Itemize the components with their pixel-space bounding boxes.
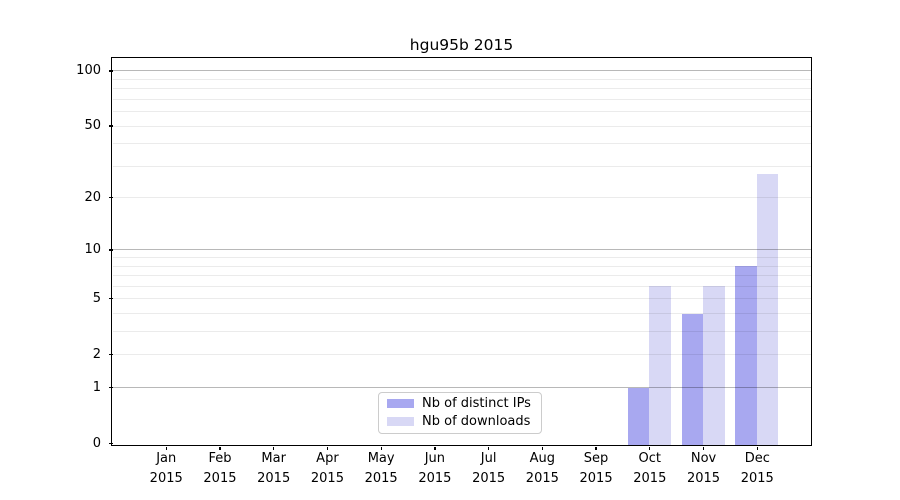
x-tick-year: 2015 (257, 471, 291, 486)
bar-downloads (756, 174, 779, 445)
minor-gridline (112, 257, 811, 259)
x-tick-month: Dec (744, 451, 770, 466)
x-tick-month: Jul (480, 451, 497, 466)
minor-gridline (112, 265, 811, 267)
y-tick-mark (109, 386, 113, 389)
minor-gridline (112, 331, 811, 333)
x-tick-year: 2015 (740, 471, 774, 486)
minor-gridline (112, 143, 811, 145)
bar-distinct-ips (627, 387, 650, 445)
x-tick-label: May 2015 (354, 449, 408, 489)
bar-downloads (649, 286, 671, 445)
y-tick-label: 5 (92, 290, 101, 306)
x-tick-month: Nov (690, 451, 717, 466)
legend-label-distinct-ips: Nb of distinct IPs (422, 396, 531, 411)
chart-title: hgu95b 2015 (409, 36, 514, 54)
x-tick-year: 2015 (633, 471, 667, 486)
minor-gridline (112, 285, 811, 287)
x-tick-month: Mar (261, 451, 286, 466)
x-tick-month: Jun (424, 451, 446, 466)
x-tick-label: Jul 2015 (462, 449, 516, 489)
x-tick-year: 2015 (149, 471, 183, 486)
x-tick-mark (595, 446, 597, 451)
minor-gridline (112, 78, 811, 80)
legend-item-downloads: Nb of downloads (387, 414, 541, 429)
minor-gridline (112, 111, 811, 113)
x-tick-month: Feb (208, 451, 232, 466)
x-tick-mark (273, 446, 275, 451)
x-tick-label: Sep 2015 (569, 449, 623, 489)
minor-gridline (112, 354, 811, 356)
x-tick-mark (380, 446, 382, 451)
x-tick-month: Aug (529, 451, 556, 466)
y-tick-mark (109, 354, 113, 356)
x-tick-mark (434, 446, 436, 451)
y-tick-label: 50 (84, 118, 101, 134)
major-gridline (112, 249, 811, 251)
x-tick-year: 2015 (418, 471, 452, 486)
minor-gridline (112, 197, 811, 199)
x-tick-year: 2015 (364, 471, 398, 486)
x-tick-month: Sep (583, 451, 609, 466)
x-tick-mark (541, 446, 543, 451)
x-tick-mark (219, 446, 221, 451)
minor-gridline (112, 313, 811, 315)
major-gridline (112, 70, 811, 72)
x-tick-mark (702, 446, 705, 451)
x-tick-month: May (367, 451, 395, 466)
x-tick-mark (487, 446, 490, 451)
x-tick-mark (326, 446, 329, 451)
x-tick-label: Nov 2015 (677, 449, 731, 489)
y-tick-mark (109, 70, 113, 72)
x-tick-month: Oct (638, 451, 662, 466)
x-tick-label: Oct 2015 (623, 449, 677, 489)
x-tick-mark (649, 446, 651, 451)
x-tick-label: Aug 2015 (515, 449, 569, 489)
x-tick-year: 2015 (203, 471, 237, 486)
legend-label-downloads: Nb of downloads (422, 414, 531, 429)
x-tick-year: 2015 (686, 471, 721, 486)
x-tick-month: Apr (316, 451, 339, 466)
minor-gridline (112, 125, 811, 127)
x-tick-year: 2015 (310, 471, 344, 486)
y-tick-mark (109, 442, 113, 445)
y-tick-label: 100 (76, 62, 101, 78)
y-tick-mark (109, 298, 113, 300)
x-tick-label: Dec 2015 (730, 449, 784, 489)
x-tick-label: Feb 2015 (193, 449, 247, 489)
y-tick-mark (109, 249, 113, 251)
bar-downloads (703, 286, 725, 445)
minor-gridline (112, 165, 811, 167)
minor-gridline (112, 275, 811, 277)
x-tick-mark (756, 446, 758, 451)
legend-swatch-distinct-ips (387, 399, 414, 408)
major-gridline (112, 387, 811, 389)
minor-gridline (112, 298, 811, 300)
plot-area (111, 57, 812, 446)
x-tick-year: 2015 (525, 471, 559, 486)
x-tick-label: Jan 2015 (139, 449, 193, 489)
y-tick-label: 0 (92, 435, 101, 451)
x-tick-year: 2015 (472, 471, 506, 486)
legend-swatch-downloads (387, 417, 414, 426)
y-tick-mark (109, 125, 113, 127)
legend-item-distinct-ips: Nb of distinct IPs (387, 396, 541, 411)
bar-distinct-ips (681, 313, 704, 445)
minor-gridline (112, 88, 811, 90)
x-tick-label: Mar 2015 (247, 449, 301, 489)
bar-distinct-ips (735, 266, 757, 445)
y-tick-label: 10 (84, 241, 101, 257)
x-tick-mark (165, 446, 167, 451)
y-tick-mark (109, 197, 113, 199)
y-tick-label: 20 (84, 189, 101, 205)
y-tick-label: 2 (92, 346, 101, 362)
x-tick-year: 2015 (579, 471, 613, 486)
legend: Nb of distinct IPs Nb of downloads (378, 391, 542, 434)
y-tick-label: 1 (92, 379, 101, 395)
x-tick-month: Jan (156, 451, 177, 466)
x-tick-label: Apr 2015 (300, 449, 354, 489)
minor-gridline (112, 98, 811, 100)
x-tick-label: Jun 2015 (408, 449, 462, 489)
